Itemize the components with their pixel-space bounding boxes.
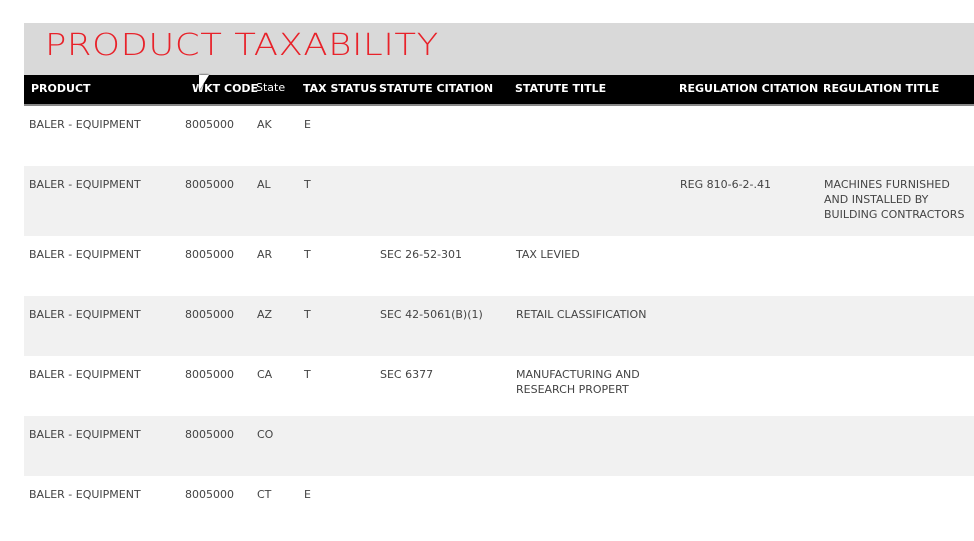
cell-state: CO xyxy=(257,428,274,441)
mouse-cursor-icon xyxy=(199,75,209,91)
table-row[interactable]: BALER - EQUIPMENT 8005000 CO xyxy=(24,416,974,476)
cell-statute-title: RETAIL CLASSIFICATION xyxy=(516,308,647,321)
cell-code: 8005000 xyxy=(185,178,234,191)
cell-status: T xyxy=(304,308,311,321)
cell-state: AR xyxy=(257,248,273,261)
cell-code: 8005000 xyxy=(185,118,234,131)
table-row[interactable]: BALER - EQUIPMENT 8005000 AK E xyxy=(24,106,974,166)
col-product[interactable]: PRODUCT xyxy=(31,82,91,95)
cell-state: CA xyxy=(257,368,273,381)
col-tax-status[interactable]: TAX STATUS xyxy=(303,82,378,95)
table-row[interactable]: BALER - EQUIPMENT 8005000 CA T SEC 6377 MANUF… xyxy=(24,356,974,416)
title-banner: PRODUCT TAXABILITY xyxy=(24,23,974,75)
cell-state: AL xyxy=(257,178,271,191)
col-regulation-title[interactable]: REGULATION TITLE xyxy=(823,82,940,95)
cell-product: BALER - EQUIPMENT xyxy=(29,368,141,381)
col-regulation-citation[interactable]: REGULATION CITATION xyxy=(679,82,819,95)
cell-product: BALER - EQUIPMENT xyxy=(29,248,141,261)
cell-state: CT xyxy=(257,488,272,501)
cell-status: E xyxy=(304,118,311,131)
table-row[interactable]: BALER - EQUIPMENT 8005000 AZ T SEC 42-5061(B… xyxy=(24,296,974,356)
cell-statute-title: TAX LEVIED xyxy=(516,248,580,261)
cell-state: AK xyxy=(257,118,272,131)
cell-statute-citation: SEC 42-5061(B)(1) xyxy=(380,308,483,321)
col-state[interactable]: State xyxy=(256,81,286,94)
cell-code: 8005000 xyxy=(185,368,234,381)
col-statute-title[interactable]: STATUTE TITLE xyxy=(515,82,607,95)
cell-code: 8005000 xyxy=(185,428,234,441)
cell-code: 8005000 xyxy=(185,488,234,501)
cell-state: AZ xyxy=(257,308,273,321)
cell-status: T xyxy=(304,368,311,381)
table-row[interactable]: BALER - EQUIPMENT 8005000 AR T SEC 26-52-301… xyxy=(24,236,974,296)
cell-statute-citation: SEC 26-52-301 xyxy=(380,248,463,261)
table-row[interactable]: BALER - EQUIPMENT 8005000 CT E xyxy=(24,476,974,536)
cell-code: 8005000 xyxy=(185,248,234,261)
cell-status: T xyxy=(304,178,311,191)
table-row[interactable]: BALER - EQUIPMENT 8005000 AL T REG 810-6-2-.… xyxy=(24,166,974,236)
cell-product: BALER - EQUIPMENT xyxy=(29,178,141,191)
cell-statute-citation: SEC 6377 xyxy=(380,368,434,381)
cell-regulation-citation: REG 810-6-2-.41 xyxy=(680,178,772,191)
cell-product: BALER - EQUIPMENT xyxy=(29,118,141,131)
cell-regulation-title: MACHINES FURNISHED AND INSTALLED BY BUIL… xyxy=(824,178,965,221)
cell-product: BALER - EQUIPMENT xyxy=(29,308,141,321)
page-title: PRODUCT TAXABILITY xyxy=(45,28,439,63)
cell-product: BALER - EQUIPMENT xyxy=(29,428,141,441)
cell-code: 8005000 xyxy=(185,308,234,321)
cell-status: T xyxy=(304,248,311,261)
cell-status: E xyxy=(304,488,311,501)
col-statute-citation[interactable]: STATUTE CITATION xyxy=(379,82,494,95)
cell-product: BALER - EQUIPMENT xyxy=(29,488,141,501)
table-header: PRODUCT WKT CODE State TAX STATUS STATUT… xyxy=(24,75,974,106)
cell-statute-title: MANUFACTURING AND RESEARCH PROPERT xyxy=(516,368,640,396)
